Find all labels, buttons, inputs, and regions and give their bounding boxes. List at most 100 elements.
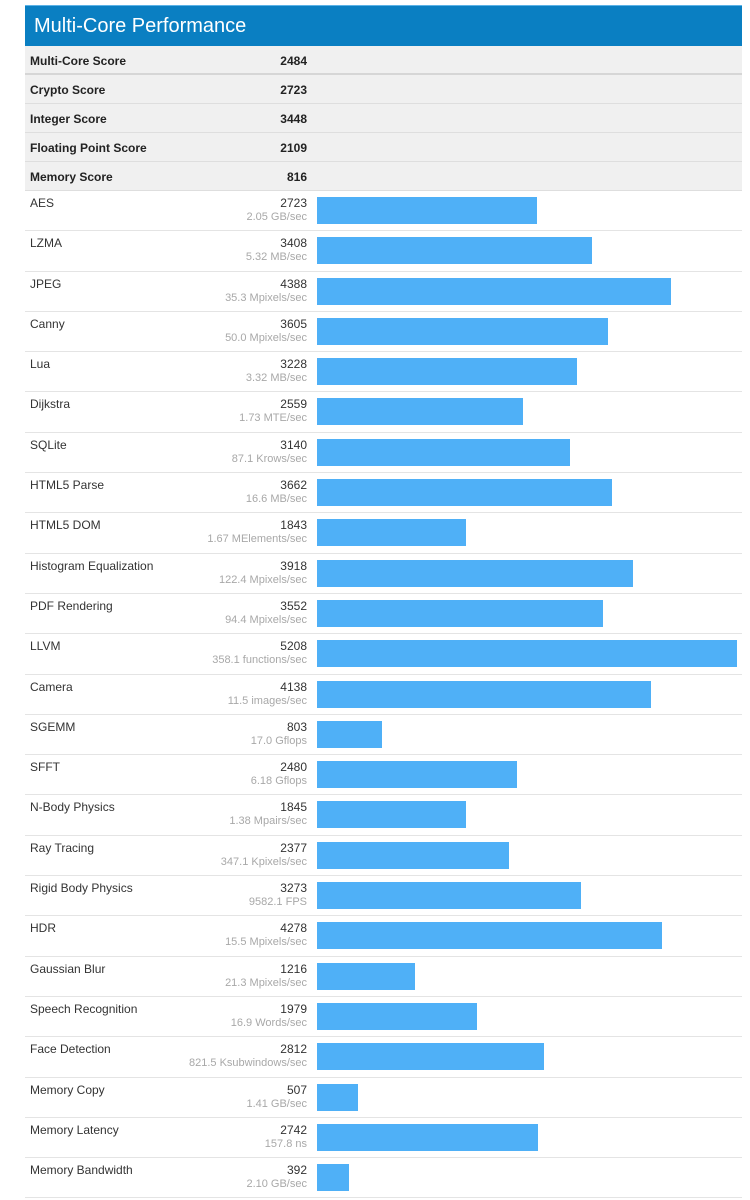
score-bar bbox=[317, 841, 509, 869]
benchmark-name: AES bbox=[30, 196, 55, 210]
benchmark-throughput: 358.1 functions/sec bbox=[212, 654, 307, 667]
summary-label: Memory Score bbox=[30, 170, 113, 184]
score-bar bbox=[317, 1083, 358, 1111]
summary-label: Integer Score bbox=[30, 112, 107, 126]
score-bar bbox=[317, 801, 466, 829]
benchmark-score: 1843 bbox=[280, 518, 307, 533]
benchmark-score: 1979 bbox=[280, 1001, 307, 1016]
benchmark-throughput: 821.5 Ksubwindows/sec bbox=[188, 1057, 307, 1070]
benchmark-score: 507 bbox=[286, 1082, 307, 1097]
benchmark-throughput: 6.18 Gflops bbox=[250, 775, 307, 788]
benchmark-row: N-Body Physics 1845 1.38 Mpairs/sec bbox=[25, 795, 742, 836]
benchmark-name: Canny bbox=[30, 316, 65, 331]
benchmark-row: Memory Bandwidth 392 2.10 GB/sec bbox=[25, 1158, 742, 1199]
benchmark-row: Speech Recognition 1979 16.9 Words/sec bbox=[25, 997, 742, 1038]
benchmark-name: Ray Tracing bbox=[30, 840, 95, 855]
benchmark-throughput: 1.73 MTE/sec bbox=[239, 412, 307, 425]
summary-label: Multi-Core Score bbox=[30, 54, 127, 68]
score-bar bbox=[317, 237, 592, 265]
score-bar bbox=[317, 277, 671, 305]
summary-label: Floating Point Score bbox=[30, 141, 147, 155]
benchmark-score: 3552 bbox=[280, 598, 307, 613]
benchmark-throughput: 21.3 Mpixels/sec bbox=[225, 976, 307, 989]
benchmark-chart: AES 2723 2.05 GB/sec LZMA 3408 5.32 MB/sec JPE… bbox=[25, 191, 742, 1199]
benchmark-score: 2723 bbox=[280, 196, 307, 210]
score-bar bbox=[317, 1002, 477, 1030]
benchmark-score: 3140 bbox=[280, 437, 307, 452]
benchmark-score: 803 bbox=[286, 719, 307, 734]
summary-row: Floating Point Score 2109 bbox=[25, 133, 742, 162]
benchmark-name: SFFT bbox=[30, 760, 60, 775]
benchmark-row: Dijkstra 2559 1.73 MTE/sec bbox=[25, 392, 742, 433]
benchmark-throughput: 15.5 Mpixels/sec bbox=[225, 936, 307, 949]
summary-row: Memory Score 816 bbox=[25, 162, 742, 191]
benchmark-score: 2812 bbox=[280, 1042, 307, 1057]
benchmark-throughput: 1.67 MElements/sec bbox=[207, 533, 307, 546]
benchmark-row: Memory Latency 2742 157.8 ns bbox=[25, 1118, 742, 1159]
benchmark-name: Memory Copy bbox=[30, 1082, 105, 1097]
benchmark-name: N-Body Physics bbox=[30, 800, 115, 815]
benchmark-throughput: 5.32 MB/sec bbox=[245, 251, 307, 264]
benchmark-throughput: 94.4 Mpixels/sec bbox=[225, 613, 307, 626]
benchmark-row: Camera 4138 11.5 images/sec bbox=[25, 675, 742, 715]
benchmark-throughput: 9582.1 FPS bbox=[248, 896, 307, 909]
benchmark-score: 4388 bbox=[280, 276, 307, 291]
benchmark-throughput: 3.32 MB/sec bbox=[245, 372, 307, 385]
benchmark-row: Gaussian Blur 1216 21.3 Mpixels/sec bbox=[25, 957, 742, 997]
score-bar bbox=[317, 358, 577, 386]
benchmark-score: 2377 bbox=[280, 840, 307, 855]
benchmark-throughput: 2.05 GB/sec bbox=[246, 211, 307, 223]
benchmark-score: 2742 bbox=[280, 1122, 307, 1137]
benchmark-row: PDF Rendering 3552 94.4 Mpixels/sec bbox=[25, 594, 742, 635]
benchmark-row: JPEG 4388 35.3 Mpixels/sec bbox=[25, 272, 742, 312]
benchmark-name: SQLite bbox=[30, 437, 67, 452]
benchmark-name: Camera bbox=[30, 679, 73, 694]
benchmark-score: 1845 bbox=[280, 800, 307, 815]
benchmark-throughput: 17.0 Gflops bbox=[250, 734, 307, 747]
benchmark-name: Gaussian Blur bbox=[30, 961, 106, 976]
benchmark-throughput: 35.3 Mpixels/sec bbox=[225, 291, 307, 304]
benchmark-row: LLVM 5208 358.1 functions/sec bbox=[25, 634, 742, 675]
benchmark-row: Memory Copy 507 1.41 GB/sec bbox=[25, 1078, 742, 1118]
benchmark-row: SFFT 2480 6.18 Gflops bbox=[25, 755, 742, 796]
summary-row: Crypto Score 2723 bbox=[25, 75, 742, 104]
benchmark-name: LZMA bbox=[30, 236, 63, 251]
score-bar bbox=[317, 559, 633, 587]
score-bar bbox=[317, 317, 608, 345]
multi-core-performance-panel: Multi-Core Performance Multi-Core Score 2… bbox=[25, 5, 742, 1199]
benchmark-row: SQLite 3140 87.1 Krows/sec bbox=[25, 433, 742, 474]
benchmark-row: Face Detection 2812 821.5 Ksubwindows/sec bbox=[25, 1037, 742, 1078]
benchmark-score: 4138 bbox=[280, 679, 307, 694]
score-bar bbox=[317, 1123, 538, 1151]
benchmark-throughput: 11.5 images/sec bbox=[227, 694, 307, 707]
score-bar bbox=[317, 438, 570, 466]
score-bar bbox=[317, 720, 382, 748]
score-bar bbox=[317, 882, 581, 910]
benchmark-score: 3918 bbox=[280, 558, 307, 573]
benchmark-name: HTML5 Parse bbox=[30, 478, 105, 493]
benchmark-row: SGEMM 803 17.0 Gflops bbox=[25, 715, 742, 756]
benchmark-throughput: 157.8 ns bbox=[264, 1137, 307, 1150]
benchmark-row: HDR 4278 15.5 Mpixels/sec bbox=[25, 916, 742, 957]
benchmark-row: Lua 3228 3.32 MB/sec bbox=[25, 352, 742, 393]
benchmark-score: 4278 bbox=[280, 921, 307, 936]
benchmark-score: 3228 bbox=[280, 357, 307, 372]
score-bar bbox=[317, 479, 612, 507]
benchmark-name: SGEMM bbox=[30, 719, 76, 734]
benchmark-name: PDF Rendering bbox=[30, 598, 113, 613]
panel-title: Multi-Core Performance bbox=[25, 5, 742, 46]
benchmark-name: JPEG bbox=[30, 276, 62, 291]
summary-value: 2109 bbox=[280, 141, 307, 155]
score-bar bbox=[317, 680, 651, 708]
benchmark-throughput: 87.1 Krows/sec bbox=[231, 452, 307, 465]
score-bar bbox=[317, 197, 537, 224]
score-bar bbox=[317, 962, 415, 990]
benchmark-row: Rigid Body Physics 3273 9582.1 FPS bbox=[25, 876, 742, 917]
score-bar bbox=[317, 922, 662, 950]
benchmark-throughput: 347.1 Kpixels/sec bbox=[220, 855, 307, 868]
benchmark-score: 3662 bbox=[280, 478, 307, 493]
benchmark-throughput: 1.41 GB/sec bbox=[246, 1097, 307, 1110]
benchmark-throughput: 1.38 Mpairs/sec bbox=[229, 815, 307, 828]
benchmark-name: Dijkstra bbox=[30, 397, 71, 412]
benchmark-throughput: 2.10 GB/sec bbox=[246, 1178, 307, 1191]
